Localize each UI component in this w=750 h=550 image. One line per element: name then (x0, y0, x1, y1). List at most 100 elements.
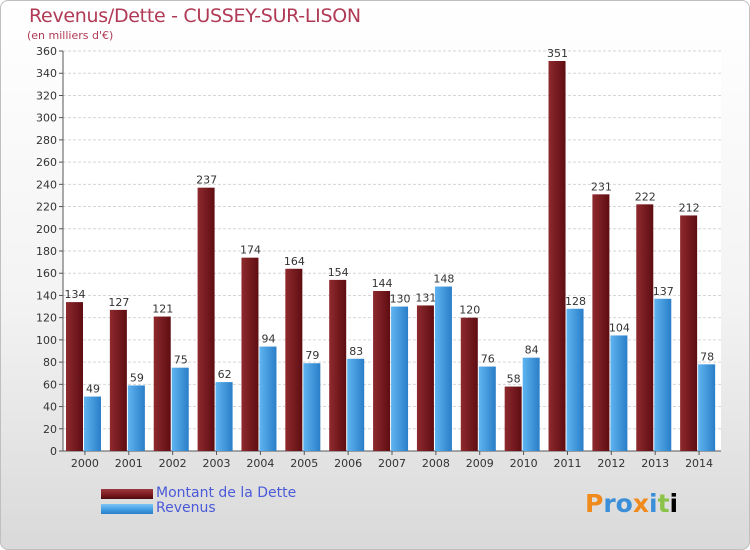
y-tick-label: 200 (36, 223, 57, 236)
y-tick-label: 300 (36, 112, 57, 125)
data-label-dette: 131 (415, 291, 436, 304)
data-label-revenus: 128 (565, 295, 586, 308)
x-tick-label: 2001 (115, 457, 143, 470)
data-label-revenus: 79 (305, 349, 319, 362)
bar-dette (504, 386, 522, 451)
data-label-dette: 154 (328, 266, 349, 279)
y-tick-label: 80 (43, 356, 57, 369)
data-label-revenus: 83 (349, 345, 363, 358)
y-tick-label: 160 (36, 267, 57, 280)
legend-item-dette: Montant de la Dette (101, 485, 361, 502)
data-label-revenus: 78 (700, 350, 714, 363)
legend-swatch-dette (101, 489, 153, 499)
x-tick-label: 2005 (290, 457, 318, 470)
data-label-revenus: 49 (86, 383, 100, 396)
bar-revenus (127, 385, 145, 451)
data-label-revenus: 75 (174, 354, 188, 367)
bar-dette (592, 194, 610, 452)
proxiti-logo: Proxiti (585, 489, 679, 518)
bar-revenus (259, 346, 277, 451)
legend: Montant de la Dette Revenus (101, 485, 361, 517)
bar-revenus (215, 382, 233, 451)
bar-revenus (566, 308, 584, 451)
data-label-dette: 164 (284, 255, 305, 268)
x-tick-label: 2000 (71, 457, 99, 470)
data-label-dette: 237 (196, 174, 217, 187)
bar-revenus (610, 335, 628, 451)
bar-dette (241, 257, 259, 451)
data-label-revenus: 148 (433, 273, 454, 286)
bar-revenus (171, 367, 189, 451)
bar-dette (636, 204, 654, 451)
data-label-dette: 144 (372, 277, 393, 290)
bar-revenus (434, 286, 452, 451)
legend-label-dette: Montant de la Dette (156, 485, 297, 501)
bar-dette (416, 305, 434, 451)
x-tick-label: 2011 (553, 457, 581, 470)
bar-revenus (522, 357, 540, 451)
data-label-revenus: 62 (218, 368, 232, 381)
bar-revenus (654, 298, 672, 451)
y-tick-label: 140 (36, 289, 57, 302)
y-tick-label: 60 (43, 378, 57, 391)
y-tick-label: 40 (43, 401, 57, 414)
bar-dette (548, 61, 566, 451)
data-label-revenus: 76 (481, 353, 495, 366)
y-tick-label: 320 (36, 89, 57, 102)
bar-revenus (84, 396, 101, 451)
y-tick-label: 260 (36, 156, 57, 169)
x-tick-label: 2002 (159, 457, 187, 470)
bar-dette (197, 187, 215, 451)
data-label-dette: 58 (507, 373, 521, 386)
bar-dette (460, 317, 478, 451)
bar-revenus (303, 363, 321, 451)
y-tick-label: 280 (36, 134, 57, 147)
data-label-revenus: 59 (130, 371, 144, 384)
x-tick-label: 2010 (510, 457, 538, 470)
y-tick-label: 120 (36, 312, 57, 325)
bar-dette (285, 268, 303, 451)
legend-label-revenus: Revenus (156, 500, 216, 516)
bar-dette (109, 309, 127, 451)
y-tick-label: 240 (36, 178, 57, 191)
legend-swatch-revenus (101, 504, 153, 514)
bar-dette (66, 302, 83, 451)
data-label-dette: 120 (459, 304, 480, 317)
data-label-dette: 127 (108, 296, 129, 309)
x-tick-label: 2006 (334, 457, 362, 470)
y-tick-label: 20 (43, 423, 57, 436)
bar-dette (373, 291, 391, 451)
x-tick-label: 2013 (641, 457, 669, 470)
x-tick-label: 2004 (246, 457, 274, 470)
bar-dette (680, 215, 698, 451)
chart-subtitle: (en milliers d'€) (27, 29, 114, 42)
y-tick-label: 180 (36, 245, 57, 258)
data-label-revenus: 130 (390, 293, 411, 306)
x-tick-label: 2003 (203, 457, 231, 470)
x-tick-label: 2014 (685, 457, 713, 470)
bar-dette (153, 316, 171, 451)
y-tick-label: 100 (36, 334, 57, 347)
data-label-revenus: 104 (609, 321, 630, 334)
chart-title: Revenus/Dette - CUSSEY-SUR-LISON (29, 5, 361, 27)
data-label-dette: 222 (635, 190, 656, 203)
x-tick-label: 2007 (378, 457, 406, 470)
data-label-dette: 174 (240, 244, 261, 257)
bar-revenus (347, 358, 365, 451)
data-label-revenus: 84 (525, 344, 539, 357)
x-tick-label: 2008 (422, 457, 450, 470)
data-label-dette: 121 (152, 303, 173, 316)
data-label-dette: 231 (591, 180, 612, 193)
x-tick-label: 2009 (466, 457, 494, 470)
legend-item-revenus: Revenus (101, 500, 361, 517)
y-tick-label: 0 (50, 445, 57, 458)
data-label-dette: 212 (679, 201, 700, 214)
data-label-revenus: 137 (653, 285, 674, 298)
y-tick-label: 220 (36, 201, 57, 214)
bar-revenus (391, 306, 409, 451)
bar-revenus (478, 366, 496, 451)
data-label-revenus: 94 (261, 333, 275, 346)
y-tick-label: 340 (36, 67, 57, 80)
